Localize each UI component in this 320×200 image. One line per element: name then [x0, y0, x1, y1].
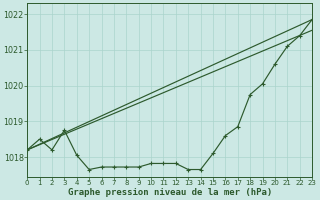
X-axis label: Graphe pression niveau de la mer (hPa): Graphe pression niveau de la mer (hPa) [68, 188, 272, 197]
